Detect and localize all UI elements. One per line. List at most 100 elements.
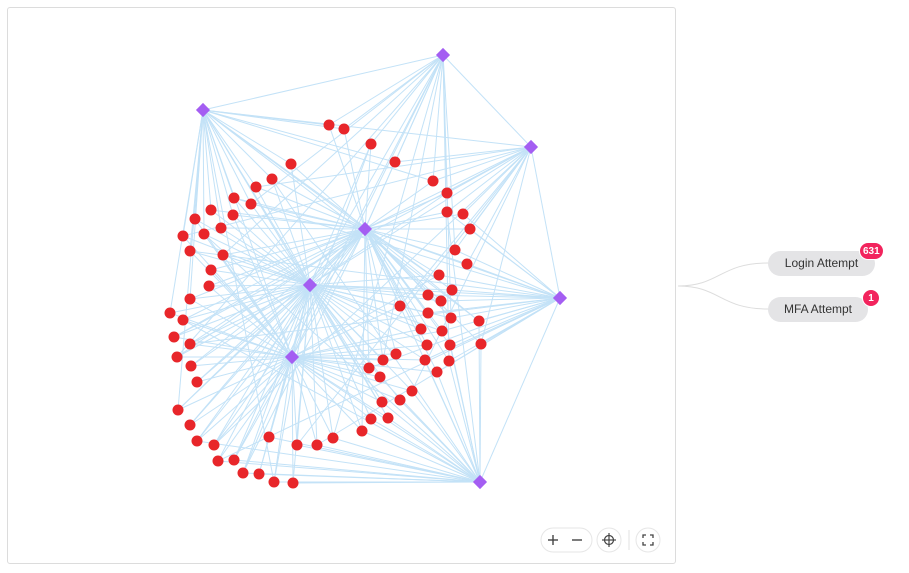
entity-node bbox=[365, 138, 377, 150]
edge bbox=[291, 356, 381, 378]
entity-node bbox=[433, 269, 445, 281]
entity-node bbox=[475, 338, 487, 350]
edge bbox=[442, 54, 456, 251]
edge bbox=[202, 109, 252, 205]
edge bbox=[364, 228, 401, 307]
edge bbox=[173, 146, 532, 338]
count-badge: 631 bbox=[859, 242, 884, 260]
entity-node bbox=[191, 376, 203, 388]
edge bbox=[424, 359, 481, 483]
entity-node bbox=[436, 325, 448, 337]
edge bbox=[202, 109, 234, 216]
edge bbox=[196, 228, 366, 383]
zoom-in[interactable] bbox=[548, 535, 558, 545]
edge bbox=[446, 146, 532, 194]
edge bbox=[189, 297, 561, 345]
entity-node bbox=[443, 355, 455, 367]
entity-node bbox=[464, 223, 476, 235]
edge bbox=[233, 54, 444, 461]
hub-node bbox=[435, 47, 451, 63]
entity-node bbox=[263, 431, 275, 443]
edge bbox=[370, 418, 481, 483]
edge bbox=[448, 297, 561, 362]
entity-node bbox=[191, 435, 203, 447]
edge bbox=[291, 356, 383, 403]
entity-node bbox=[377, 354, 389, 366]
edge bbox=[291, 356, 389, 419]
edge bbox=[450, 297, 561, 319]
edge bbox=[222, 254, 293, 358]
entity-node bbox=[208, 439, 220, 451]
edge bbox=[233, 284, 311, 461]
edge bbox=[328, 54, 444, 126]
edge bbox=[292, 481, 481, 484]
edge bbox=[466, 263, 561, 299]
edge bbox=[309, 284, 426, 361]
edge bbox=[291, 328, 422, 358]
entity-node bbox=[177, 314, 189, 326]
edge bbox=[364, 228, 451, 346]
edge bbox=[202, 109, 292, 165]
edge bbox=[255, 186, 366, 230]
entity-node bbox=[415, 323, 427, 335]
edge bbox=[196, 284, 311, 383]
edge bbox=[478, 297, 561, 322]
edge bbox=[182, 146, 532, 237]
edge bbox=[432, 54, 444, 182]
edge bbox=[202, 109, 235, 199]
entity-node bbox=[184, 338, 196, 350]
edge bbox=[173, 228, 366, 338]
edge bbox=[189, 228, 366, 345]
legend-item[interactable]: MFA Attempt bbox=[768, 297, 868, 322]
entity-node bbox=[291, 439, 303, 451]
edge bbox=[438, 274, 561, 299]
edge bbox=[364, 161, 396, 230]
edge bbox=[196, 284, 311, 442]
entity-node bbox=[203, 280, 215, 292]
edge bbox=[480, 146, 532, 345]
edge bbox=[271, 178, 311, 286]
edge bbox=[364, 228, 456, 251]
edge bbox=[233, 459, 481, 483]
entity-node bbox=[382, 412, 394, 424]
edge bbox=[364, 228, 468, 265]
entity-node bbox=[421, 339, 433, 351]
edge bbox=[176, 228, 366, 358]
legend-item[interactable]: Login Attempt bbox=[768, 251, 875, 276]
edge bbox=[448, 360, 481, 483]
edge bbox=[449, 297, 561, 346]
edge bbox=[196, 356, 293, 442]
entity-node bbox=[215, 222, 227, 234]
fullscreen-button[interactable] bbox=[635, 527, 661, 553]
legend-label: MFA Attempt bbox=[783, 302, 853, 316]
graph-panel bbox=[7, 7, 676, 564]
entity-node bbox=[228, 192, 240, 204]
entity-node bbox=[171, 351, 183, 363]
entity-node bbox=[374, 371, 386, 383]
entity-node bbox=[394, 394, 406, 406]
edge bbox=[202, 109, 275, 483]
edge bbox=[291, 356, 413, 392]
edge bbox=[309, 284, 397, 355]
entity-node bbox=[185, 360, 197, 372]
edge bbox=[309, 284, 384, 361]
edge bbox=[242, 284, 311, 474]
edge bbox=[440, 297, 561, 302]
edge bbox=[309, 284, 443, 332]
edge bbox=[222, 228, 366, 256]
edge bbox=[217, 284, 311, 462]
entity-node bbox=[427, 175, 439, 187]
edge bbox=[291, 330, 443, 358]
entity-node bbox=[184, 293, 196, 305]
edge bbox=[196, 228, 366, 442]
entity-node bbox=[311, 439, 323, 451]
edge bbox=[210, 269, 311, 286]
entity-node bbox=[431, 366, 443, 378]
edge bbox=[451, 289, 561, 299]
entity-node bbox=[363, 362, 375, 374]
edge bbox=[291, 54, 444, 358]
entity-node bbox=[327, 432, 339, 444]
entity-node bbox=[394, 300, 406, 312]
entity-node bbox=[389, 156, 401, 168]
entity-node bbox=[172, 404, 184, 416]
